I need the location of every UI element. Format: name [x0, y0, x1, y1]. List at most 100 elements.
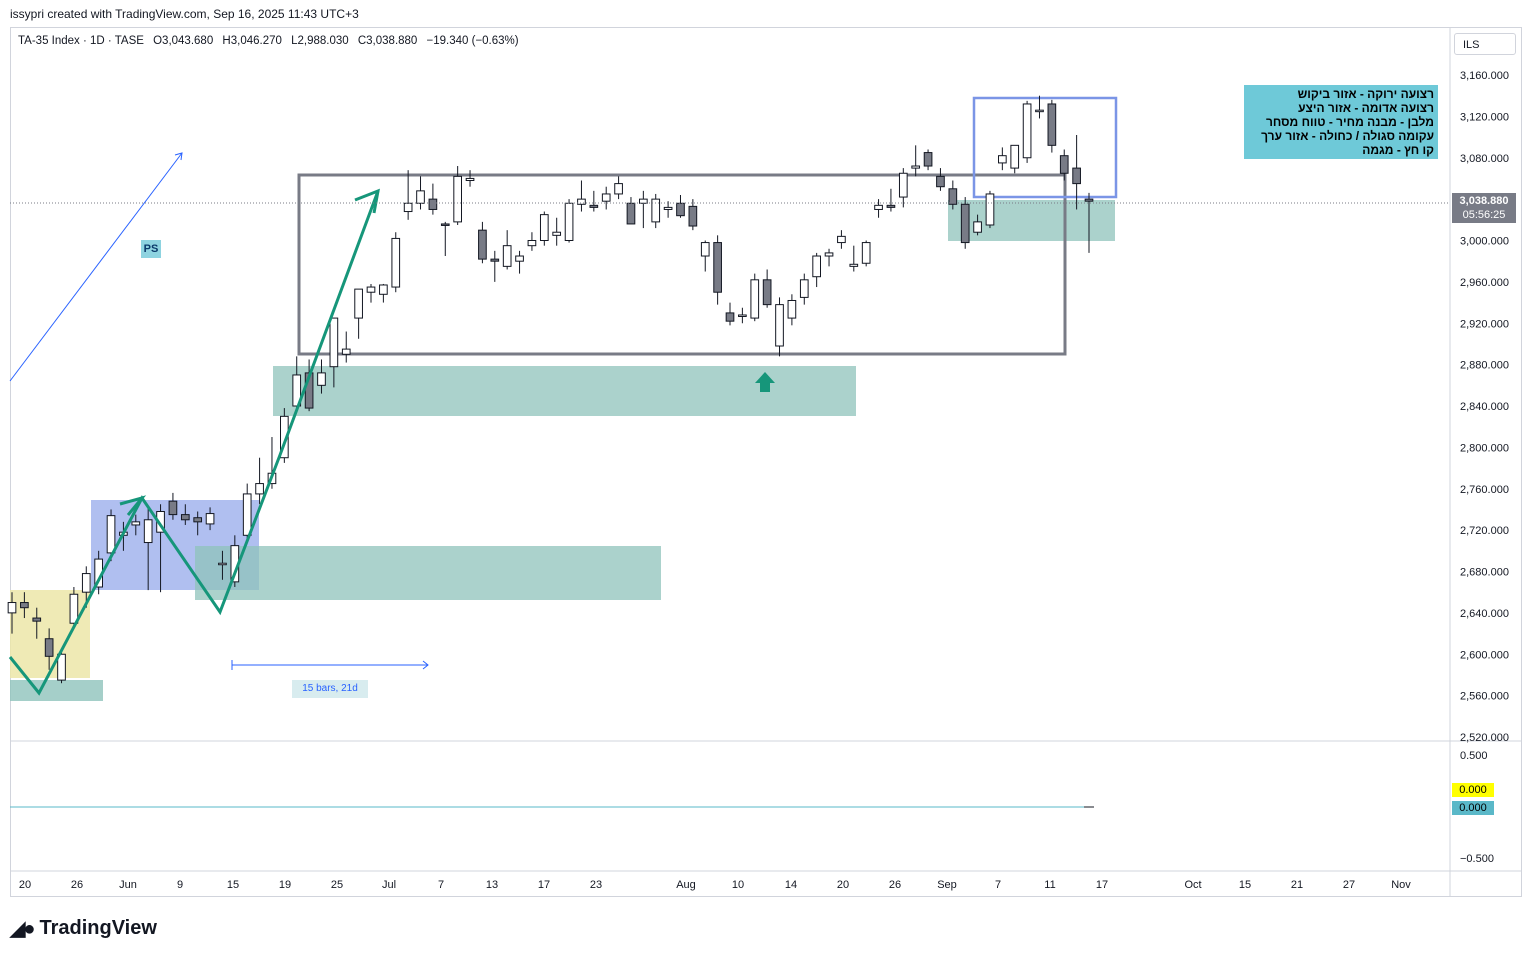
- candle-body[interactable]: [552, 231, 562, 236]
- candle-body[interactable]: [453, 175, 462, 223]
- price-tick-label: 3,000.000: [1460, 236, 1509, 248]
- candle-body[interactable]: [898, 172, 908, 198]
- candle-body[interactable]: [750, 279, 760, 319]
- candle-body[interactable]: [985, 193, 995, 226]
- candle-body[interactable]: [1072, 167, 1081, 185]
- candle-body[interactable]: [948, 188, 958, 205]
- candle-body[interactable]: [700, 242, 710, 257]
- currency-button[interactable]: ILS: [1454, 33, 1516, 55]
- candle-body[interactable]: [69, 593, 79, 624]
- candle-body[interactable]: [713, 242, 722, 293]
- candle-body[interactable]: [180, 514, 190, 521]
- candle-body[interactable]: [329, 317, 339, 368]
- candle-body[interactable]: [32, 617, 42, 622]
- trend-zigzag[interactable]: [8, 190, 380, 696]
- candle-body[interactable]: [725, 312, 735, 322]
- candle-body[interactable]: [1035, 109, 1044, 113]
- candle-body[interactable]: [849, 263, 859, 267]
- candle-body[interactable]: [626, 202, 636, 225]
- candle-body[interactable]: [775, 304, 784, 347]
- candle-body[interactable]: [7, 602, 17, 614]
- candle-body[interactable]: [57, 653, 66, 681]
- candle-body[interactable]: [837, 235, 846, 244]
- candle-body[interactable]: [812, 255, 821, 278]
- candle-body[interactable]: [317, 372, 326, 386]
- candle-body[interactable]: [799, 279, 809, 298]
- candle-body[interactable]: [936, 175, 945, 188]
- candle-body[interactable]: [973, 221, 982, 233]
- candle-body[interactable]: [242, 493, 252, 536]
- candle-body[interactable]: [391, 237, 401, 288]
- time-tick-label: 11: [1044, 879, 1055, 891]
- symbol-name[interactable]: TA-35 Index · 1D · TASE: [18, 35, 144, 47]
- candle-body[interactable]: [688, 205, 698, 227]
- candle-body[interactable]: [106, 515, 116, 554]
- candle-body[interactable]: [663, 206, 673, 210]
- candle-body[interactable]: [577, 198, 586, 205]
- blue-trend-line[interactable]: [9, 152, 183, 382]
- candle-body[interactable]: [20, 602, 29, 609]
- candle-body[interactable]: [354, 288, 363, 319]
- candle-body[interactable]: [490, 258, 500, 262]
- candle-body[interactable]: [923, 152, 933, 167]
- candle-body[interactable]: [1047, 103, 1057, 146]
- candle-body[interactable]: [143, 519, 153, 544]
- tradingview-logo[interactable]: ◢● TradingView: [10, 916, 157, 941]
- candle-body[interactable]: [218, 562, 227, 566]
- candle-body[interactable]: [911, 165, 921, 169]
- candle-body[interactable]: [1084, 198, 1094, 202]
- candle-body[interactable]: [502, 245, 512, 267]
- candle-body[interactable]: [886, 204, 896, 208]
- symbol-legend[interactable]: TA-35 Index · 1D · TASE O3,043.680 H3,04…: [18, 35, 525, 47]
- candle-body[interactable]: [998, 155, 1007, 164]
- candle-body[interactable]: [1010, 144, 1020, 169]
- candle-body[interactable]: [81, 573, 91, 593]
- candle-body[interactable]: [205, 513, 215, 525]
- candle-body[interactable]: [1022, 103, 1032, 159]
- candle-body[interactable]: [465, 177, 475, 182]
- candle-body[interactable]: [403, 202, 413, 213]
- candle-body[interactable]: [527, 240, 537, 247]
- candle-body[interactable]: [440, 223, 450, 226]
- candle-body[interactable]: [651, 198, 661, 223]
- candle-body[interactable]: [193, 517, 203, 523]
- candle-body[interactable]: [601, 193, 611, 202]
- candle-body[interactable]: [539, 214, 549, 241]
- candle-body[interactable]: [255, 483, 264, 495]
- candle-body[interactable]: [478, 229, 487, 260]
- candle-body[interactable]: [874, 204, 883, 210]
- candle-body[interactable]: [168, 500, 178, 516]
- time-tick-label: 26: [889, 879, 901, 891]
- candle-body[interactable]: [428, 198, 438, 210]
- candle-body[interactable]: [379, 284, 388, 295]
- candle-body[interactable]: [131, 521, 141, 526]
- candle-body[interactable]: [341, 348, 351, 355]
- candle-body[interactable]: [824, 252, 834, 257]
- price-tick-label: 2,760.000: [1460, 484, 1509, 496]
- candle-body[interactable]: [738, 314, 747, 317]
- candle-body[interactable]: [416, 190, 425, 204]
- time-tick-label: Sep: [937, 879, 957, 891]
- time-tick-label: Jun: [119, 879, 137, 891]
- candle-body[interactable]: [960, 203, 970, 244]
- candle-body[interactable]: [614, 183, 623, 195]
- candle-body[interactable]: [861, 242, 871, 264]
- candle-body[interactable]: [366, 286, 376, 293]
- time-tick-label: 7: [995, 879, 1001, 891]
- candle-body[interactable]: [762, 279, 772, 306]
- time-tick-label: 7: [438, 879, 444, 891]
- candle-body[interactable]: [515, 255, 524, 262]
- candle-body[interactable]: [787, 299, 797, 319]
- candle-body[interactable]: [589, 204, 599, 208]
- candle-body[interactable]: [676, 202, 685, 217]
- demand-zone-sep: [948, 200, 1115, 241]
- supply-box[interactable]: [972, 96, 1118, 199]
- trend-arrowhead-top: [354, 188, 380, 214]
- ps-label[interactable]: PS: [141, 240, 161, 258]
- candle-body[interactable]: [44, 638, 54, 657]
- notes-box[interactable]: רצועה ירוקה - אזור ביקוש רצועה אדומה - א…: [1244, 85, 1438, 159]
- candle-body[interactable]: [564, 202, 574, 241]
- candle-body[interactable]: [1059, 155, 1069, 174]
- structure-box[interactable]: [297, 173, 1067, 356]
